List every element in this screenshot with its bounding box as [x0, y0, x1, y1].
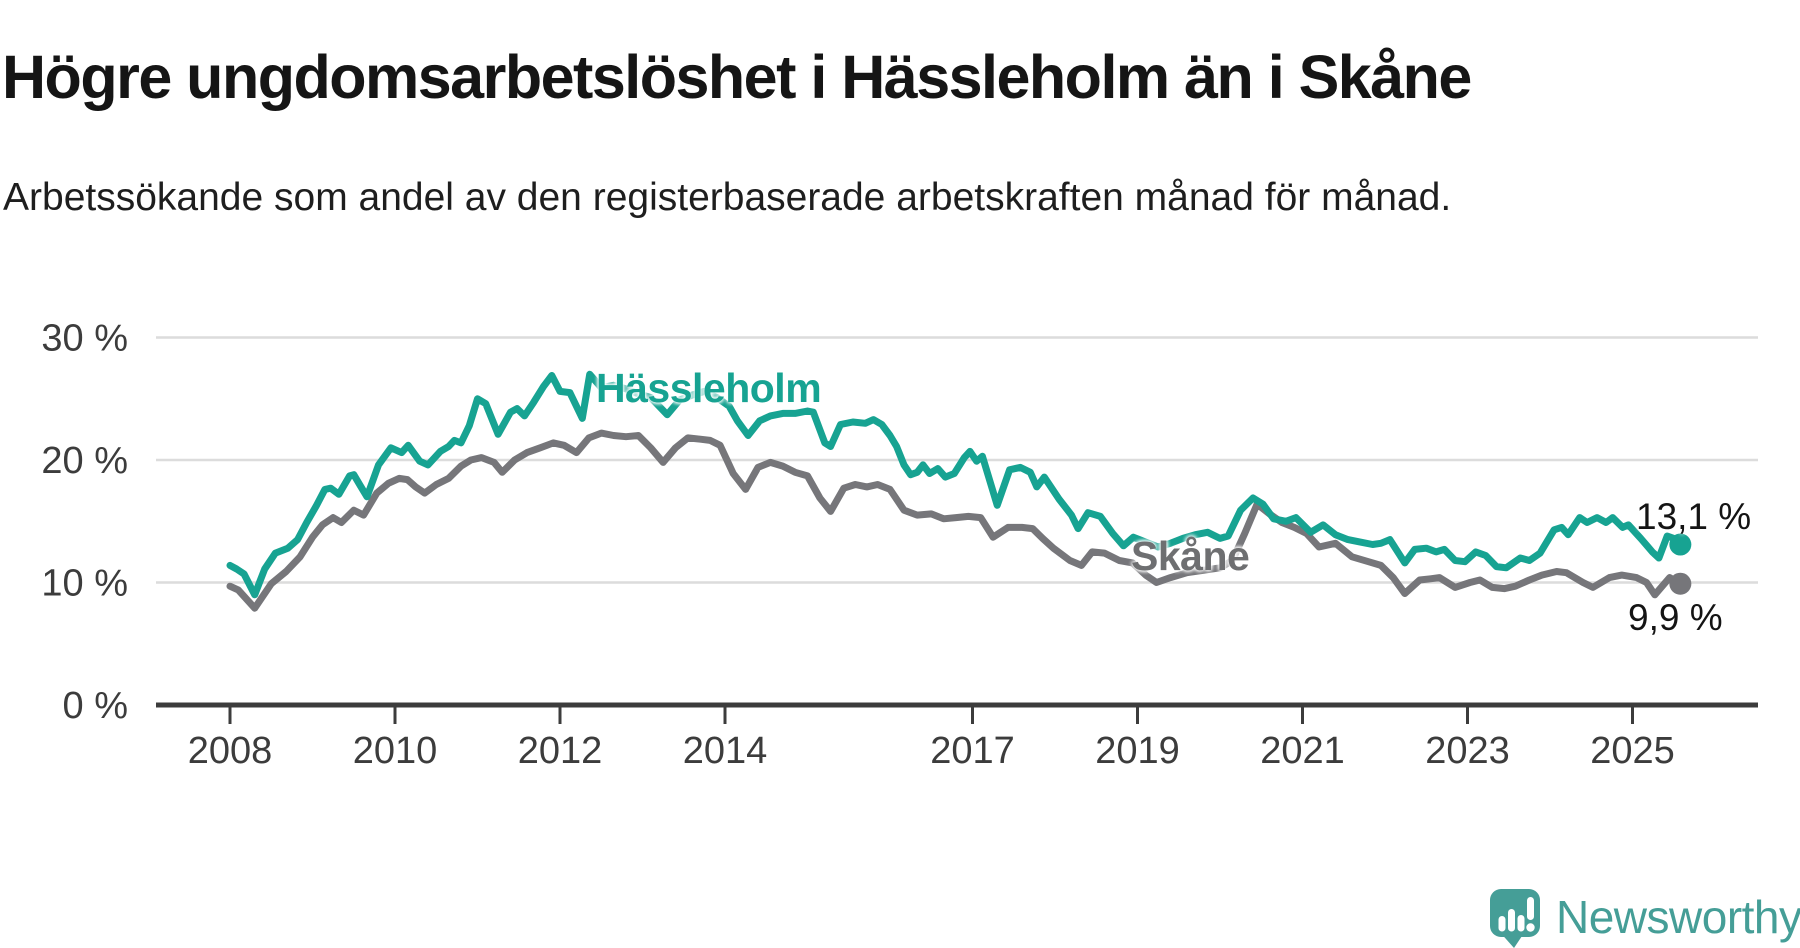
x-tick-label-2019: 2019	[1095, 730, 1180, 772]
x-tick-label-2008: 2008	[188, 730, 273, 772]
page-title: Högre ungdomsarbetslöshet i Hässleholm ä…	[2, 42, 1472, 111]
chart-bubble-icon	[1490, 889, 1540, 948]
x-tick-label-2023: 2023	[1425, 730, 1510, 772]
y-tick-label-30: 30 %	[41, 318, 128, 360]
x-tick-label-2017: 2017	[930, 730, 1015, 772]
y-tick-label-10: 10 %	[41, 563, 128, 605]
series-label-hassleholm: Hässleholm	[596, 365, 822, 411]
end-dot-skne	[1669, 572, 1692, 595]
newsworthy-logo-text: Newsworthy	[1556, 891, 1800, 943]
x-tick-label-2025: 2025	[1590, 730, 1675, 772]
series-line-hssleholm	[226, 370, 1684, 599]
y-tick-label-0: 0 %	[63, 685, 128, 727]
series-line-skne	[226, 429, 1684, 612]
series-label-skane: Skåne	[1131, 533, 1250, 579]
end-dot-hssleholm	[1669, 533, 1692, 556]
chart-subtitle: Arbetssökande som andel av den registerb…	[3, 176, 1452, 219]
newsworthy-logo-icon	[1490, 889, 1540, 948]
end-value-label-hassleholm: 13,1 %	[1636, 496, 1752, 537]
end-value-label-skane: 9,9 %	[1628, 597, 1723, 638]
x-tick-label-2010: 2010	[353, 730, 438, 772]
x-tick-label-2014: 2014	[683, 730, 768, 772]
y-tick-label-20: 20 %	[41, 440, 128, 482]
x-tick-label-2021: 2021	[1260, 730, 1345, 772]
x-tick-label-2012: 2012	[518, 730, 603, 772]
